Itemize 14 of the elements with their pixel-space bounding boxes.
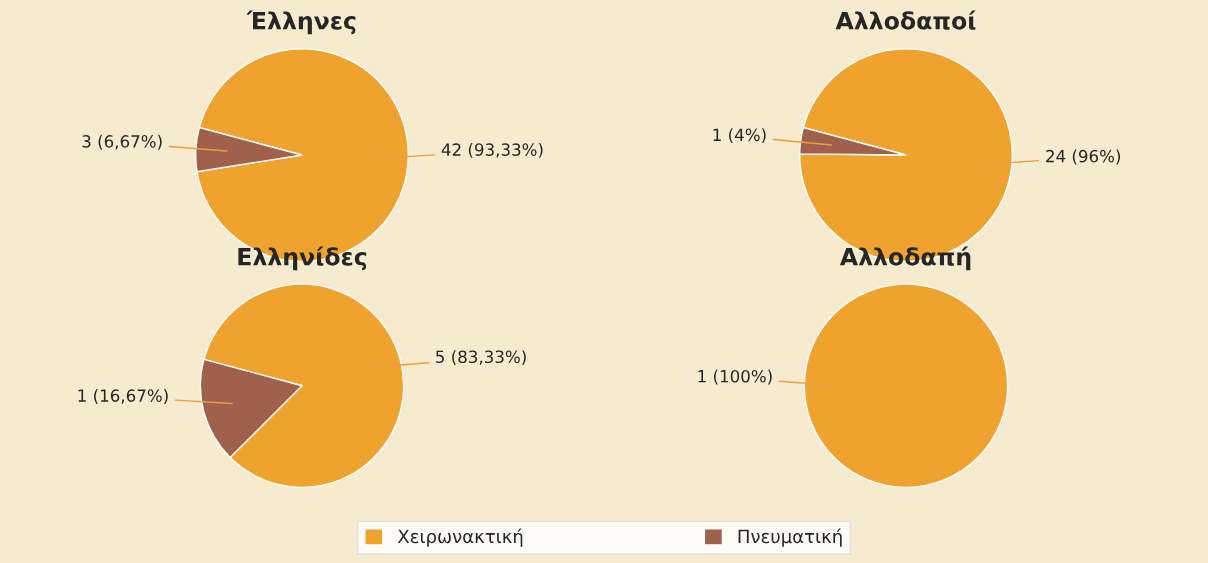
chart-title: Ελληνίδες <box>238 246 367 271</box>
data-label: 1 (16,67%) <box>78 389 168 404</box>
chart-title: Έλληνες <box>246 10 356 35</box>
data-label: 1 (4%) <box>713 128 766 144</box>
data-label: 3 (6,67%) <box>82 134 162 150</box>
chart-title: Αλλοδαποί <box>835 10 976 30</box>
pie-slice <box>203 283 405 489</box>
legend-label: Χειρωνακτική <box>397 528 523 547</box>
chart-title: Αλλοδαπή <box>839 246 971 271</box>
data-label: 1 (100%) <box>698 369 772 385</box>
data-label: 24 (96%) <box>1046 149 1121 165</box>
data-label: 5 (83,33%) <box>436 350 526 366</box>
legend-label: Πνευματική <box>738 528 842 547</box>
data-label: 42 (93,33%) <box>441 143 543 158</box>
